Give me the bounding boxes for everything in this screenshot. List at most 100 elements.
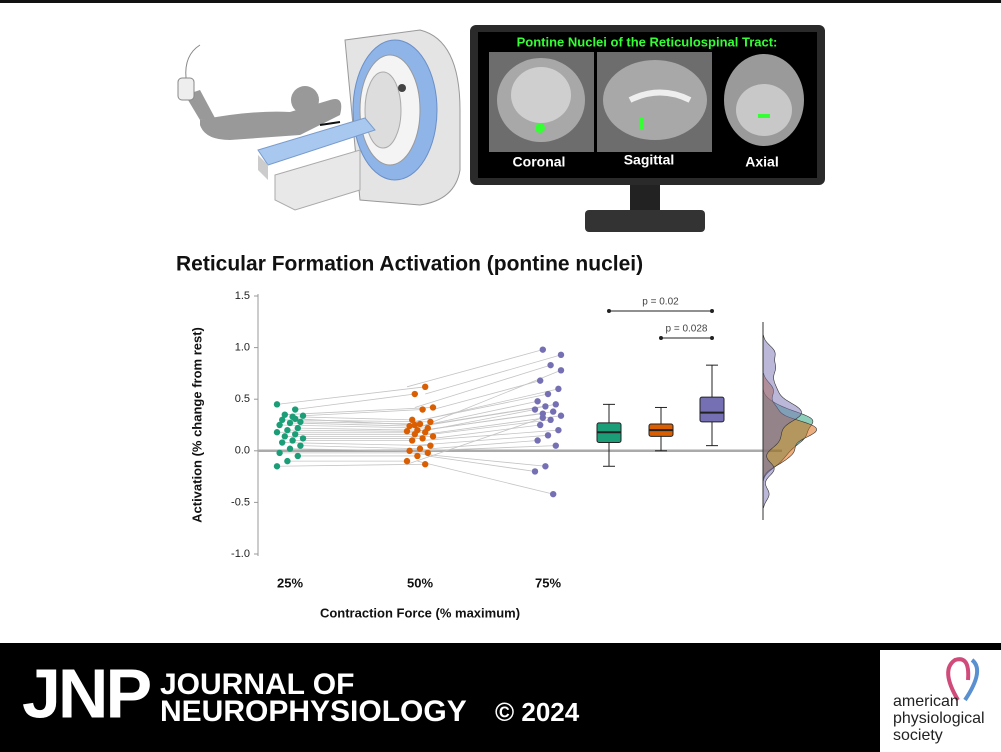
data-point [273,401,281,408]
data-point [289,437,296,444]
data-point [542,403,549,410]
pair-line [297,427,418,431]
bracket-end [659,336,663,340]
data-point [552,401,559,408]
pair-line [276,463,426,467]
society-name: society [893,727,943,744]
pair-line [287,429,408,432]
data-point [294,424,301,432]
density [762,334,802,508]
data-point [550,408,557,415]
monitor-title: Pontine Nuclei of the Reticulospinal Tra… [517,34,778,49]
y-tick-label: 1.0 [235,342,250,354]
pair-line [292,416,413,421]
pair-line [430,400,538,425]
pair-line [417,460,554,495]
data-point [429,433,437,440]
data-point [409,437,416,444]
pair-line [284,407,434,416]
society-name: physiological [893,710,985,727]
pair-line [295,393,415,410]
data-point [539,414,546,421]
data-point [294,452,301,460]
data-point [273,463,281,470]
data-point [276,421,283,429]
data-point [292,406,299,413]
p-value: p = 0.02 [642,297,679,308]
data-point [299,412,307,419]
view-label: Sagittal [624,152,675,168]
top-rule [0,0,1001,3]
data-point [555,426,562,434]
data-point [281,411,288,418]
data-point [531,406,539,413]
pair-line [432,424,541,439]
bracket-end [710,336,714,340]
bracket-end [710,309,714,313]
data-point [534,437,541,444]
data-point [416,445,424,452]
y-tick-label: 1.5 [235,290,250,302]
data-point [419,435,426,442]
data-point [531,468,539,475]
mri-illustration [177,29,461,211]
society-panel [880,650,1001,752]
x-axis-label: Contraction Force (% maximum) [320,605,520,620]
data-point [411,421,418,429]
pair-line [282,442,431,447]
data-point [297,418,304,426]
data-point [557,351,565,359]
data-point [284,457,291,465]
data-point [403,457,411,465]
box [699,396,725,423]
data-point [557,367,565,374]
y-tick-label: -0.5 [231,496,250,508]
data-point [427,418,434,426]
x-tick-label: 50% [407,575,433,590]
footer-bar [0,643,1001,752]
data-point [547,416,554,424]
data-point [552,442,559,449]
pair-line [412,393,549,423]
data-point [555,385,562,393]
pair-line [406,417,543,465]
pair-line [422,388,559,421]
footer: JNP JOURNAL OF NEUROPHYSIOLOGY © 2024 am… [0,643,1001,752]
copyright: © 2024 [495,697,580,727]
data-point [281,433,288,440]
p-value: p = 0.028 [666,324,708,335]
y-tick-label: -1.0 [231,548,250,560]
y-tick-label: 0.0 [235,445,250,457]
data-point [411,431,418,438]
bracket-end [607,309,611,313]
data-point [422,461,429,468]
data-point [537,421,544,429]
data-point [273,429,281,436]
data-point [416,420,424,428]
data-point [539,346,546,353]
data-point [557,412,565,419]
pair-line [409,452,546,467]
chart-title: Reticular Formation Activation (pontine … [176,253,643,276]
data-point [299,435,307,442]
pair-line [302,409,423,417]
journal-name: JOURNAL OF [160,668,354,701]
data-point [542,463,549,470]
pair-line [425,415,562,435]
society-name: american [893,693,959,710]
data-point [419,406,426,413]
monitor: Pontine Nuclei of the Reticulospinal Tra… [470,25,825,232]
data-point [424,449,431,457]
data-point [550,490,557,498]
journal-acronym: JNP [22,654,150,732]
pair-line [419,445,556,452]
data-point [286,445,294,452]
pair-line [412,434,549,447]
pair-line [289,422,410,427]
data-point [544,390,552,398]
data-point [429,404,437,411]
pair-line [432,380,541,410]
pair-line [406,349,543,388]
